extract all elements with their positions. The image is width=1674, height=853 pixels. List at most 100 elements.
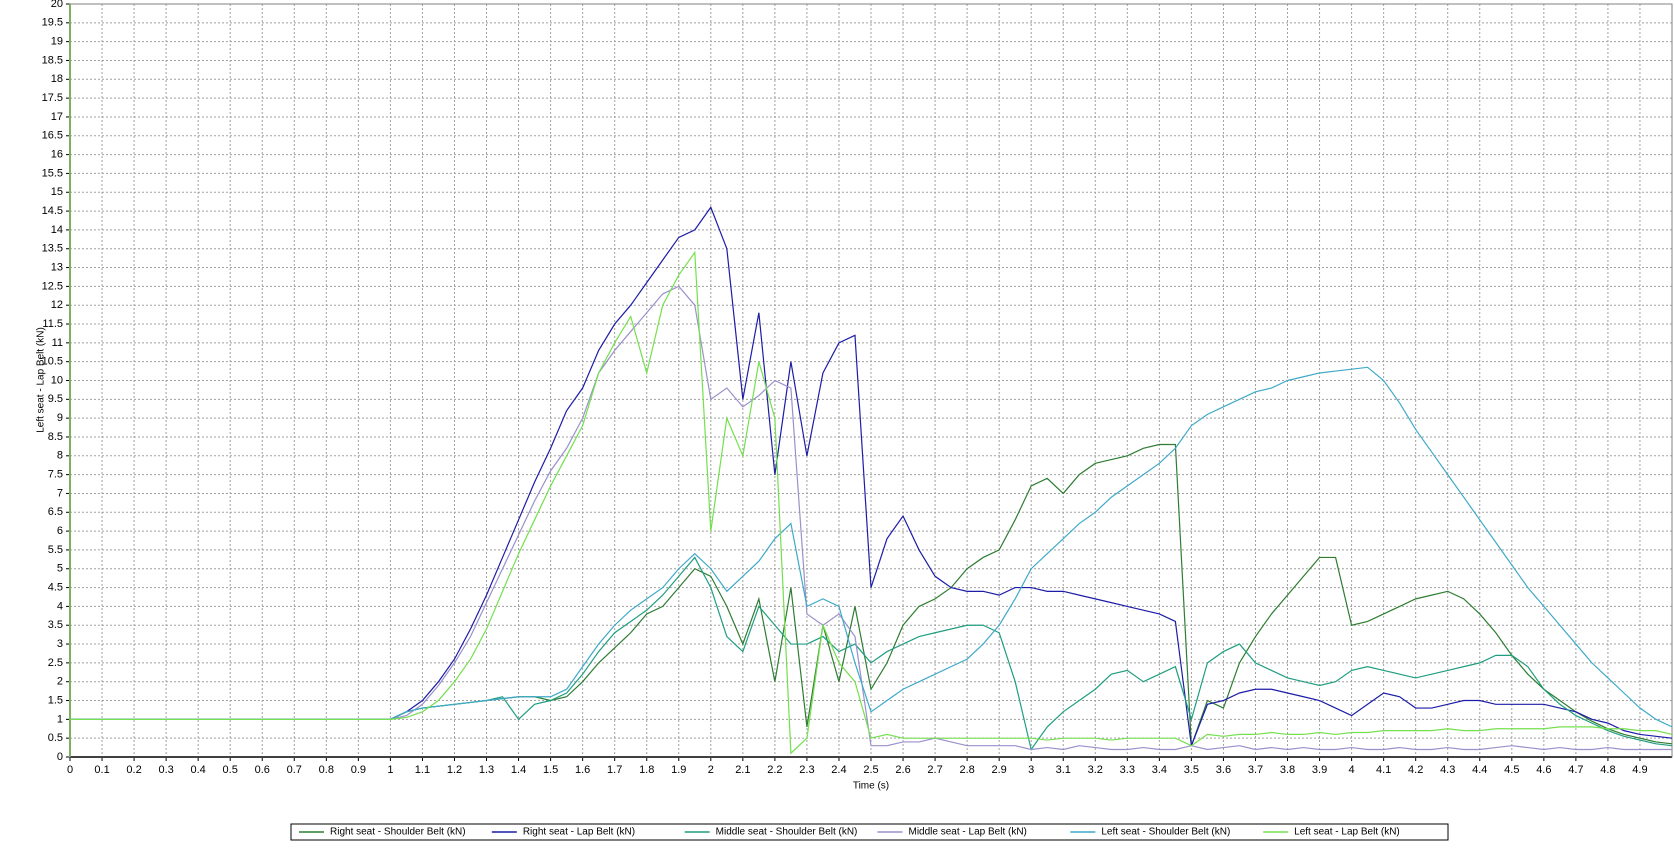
- y-tick-label: 16: [51, 149, 63, 161]
- legend-label: Left seat - Shoulder Belt (kN): [1101, 827, 1230, 838]
- x-tick-label: 4.1: [1376, 764, 1391, 776]
- x-tick-label: 0.2: [126, 764, 141, 776]
- x-tick-label: 4.6: [1536, 764, 1551, 776]
- y-tick-label: 12: [51, 299, 63, 311]
- y-tick-label: 4.5: [48, 581, 63, 593]
- x-tick-label: 3.1: [1056, 764, 1071, 776]
- x-tick-label: 0: [67, 764, 73, 776]
- y-tick-label: 7: [57, 487, 63, 499]
- y-tick-label: 13: [51, 261, 63, 273]
- y-tick-label: 3: [57, 638, 63, 650]
- x-tick-label: 2.4: [831, 764, 846, 776]
- x-tick-label: 1.1: [415, 764, 430, 776]
- x-tick-label: 3.7: [1248, 764, 1263, 776]
- x-tick-label: 3.5: [1184, 764, 1199, 776]
- x-tick-label: 3.9: [1312, 764, 1327, 776]
- x-tick-label: 3.8: [1280, 764, 1295, 776]
- y-tick-label: 2: [57, 676, 63, 688]
- x-tick-label: 2.7: [927, 764, 942, 776]
- y-tick-label: 2.5: [48, 657, 63, 669]
- y-tick-label: 20: [51, 0, 63, 10]
- x-tick-label: 0.7: [287, 764, 302, 776]
- x-tick-label: 1.2: [447, 764, 462, 776]
- x-tick-label: 1.5: [543, 764, 558, 776]
- x-tick-label: 4.2: [1408, 764, 1423, 776]
- y-tick-label: 19.5: [42, 17, 63, 29]
- y-tick-label: 13.5: [42, 243, 63, 255]
- y-tick-label: 4: [57, 600, 63, 612]
- x-tick-label: 1.6: [575, 764, 590, 776]
- x-tick-label: 4.7: [1568, 764, 1583, 776]
- x-tick-label: 0.9: [351, 764, 366, 776]
- y-tick-label: 5: [57, 563, 63, 575]
- y-tick-label: 9: [57, 412, 63, 424]
- y-tick-label: 15: [51, 186, 63, 198]
- x-tick-label: 1.7: [607, 764, 622, 776]
- y-tick-label: 0: [57, 751, 63, 763]
- y-tick-label: 1.5: [48, 694, 63, 706]
- y-tick-label: 18.5: [42, 54, 63, 66]
- legend-label: Right seat - Shoulder Belt (kN): [330, 827, 466, 838]
- legend-label: Middle seat - Lap Belt (kN): [909, 827, 1027, 838]
- x-tick-label: 4.8: [1600, 764, 1615, 776]
- x-tick-label: 2: [708, 764, 714, 776]
- y-tick-label: 3.5: [48, 619, 63, 631]
- y-tick-label: 8.5: [48, 431, 63, 443]
- y-axis-title: Left seat - Lap Belt (kN): [36, 327, 47, 433]
- x-tick-label: 2.1: [735, 764, 750, 776]
- x-tick-label: 4.4: [1472, 764, 1487, 776]
- legend-label: Right seat - Lap Belt (kN): [523, 827, 635, 838]
- x-tick-label: 3.4: [1152, 764, 1167, 776]
- x-tick-label: 2.8: [959, 764, 974, 776]
- y-tick-label: 16.5: [42, 130, 63, 142]
- y-tick-label: 10.5: [42, 356, 63, 368]
- x-tick-label: 0.4: [191, 764, 206, 776]
- y-tick-label: 9.5: [48, 393, 63, 405]
- y-tick-label: 18: [51, 73, 63, 85]
- y-tick-label: 19: [51, 36, 63, 48]
- x-tick-label: 4.3: [1440, 764, 1455, 776]
- y-tick-label: 17: [51, 111, 63, 123]
- y-tick-label: 0.5: [48, 732, 63, 744]
- x-tick-label: 1.8: [639, 764, 654, 776]
- plot-frame: [69, 3, 1673, 758]
- x-tick-label: 4.5: [1504, 764, 1519, 776]
- legend-label: Left seat - Lap Belt (kN): [1294, 827, 1400, 838]
- y-tick-label: 5.5: [48, 544, 63, 556]
- x-tick-label: 2.9: [992, 764, 1007, 776]
- x-tick-label: 2.5: [863, 764, 878, 776]
- y-tick-label: 6: [57, 525, 63, 537]
- y-tick-label: 15.5: [42, 167, 63, 179]
- x-tick-label: 1: [387, 764, 393, 776]
- y-tick-label: 14.5: [42, 205, 63, 217]
- y-tick-label: 10: [51, 374, 63, 386]
- x-tick-label: 0.3: [158, 764, 173, 776]
- y-tick-label: 11: [52, 337, 63, 349]
- x-tick-label: 3: [1028, 764, 1034, 776]
- x-tick-label: 3.6: [1216, 764, 1231, 776]
- x-tick-label: 0.5: [223, 764, 238, 776]
- x-tick-label: 0.8: [319, 764, 334, 776]
- x-tick-label: 2.2: [767, 764, 782, 776]
- y-tick-label: 8: [57, 450, 63, 462]
- x-axis-title: Time (s): [853, 781, 889, 792]
- x-tick-label: 4: [1349, 764, 1355, 776]
- y-tick-label: 7.5: [48, 469, 63, 481]
- x-tick-label: 3.2: [1088, 764, 1103, 776]
- legend-box: [290, 823, 1449, 841]
- x-tick-label: 3.3: [1120, 764, 1135, 776]
- x-tick-label: 2.3: [799, 764, 814, 776]
- x-tick-label: 2.6: [895, 764, 910, 776]
- legend-label: Middle seat - Shoulder Belt (kN): [716, 827, 858, 838]
- series-line: [70, 250, 1673, 755]
- x-tick-label: 1.3: [479, 764, 494, 776]
- y-tick-label: 11.5: [42, 318, 63, 330]
- x-tick-label: 0.6: [255, 764, 270, 776]
- y-tick-label: 17.5: [42, 92, 63, 104]
- y-tick-label: 6.5: [48, 506, 63, 518]
- x-tick-label: 1.9: [671, 764, 686, 776]
- x-tick-label: 4.9: [1632, 764, 1647, 776]
